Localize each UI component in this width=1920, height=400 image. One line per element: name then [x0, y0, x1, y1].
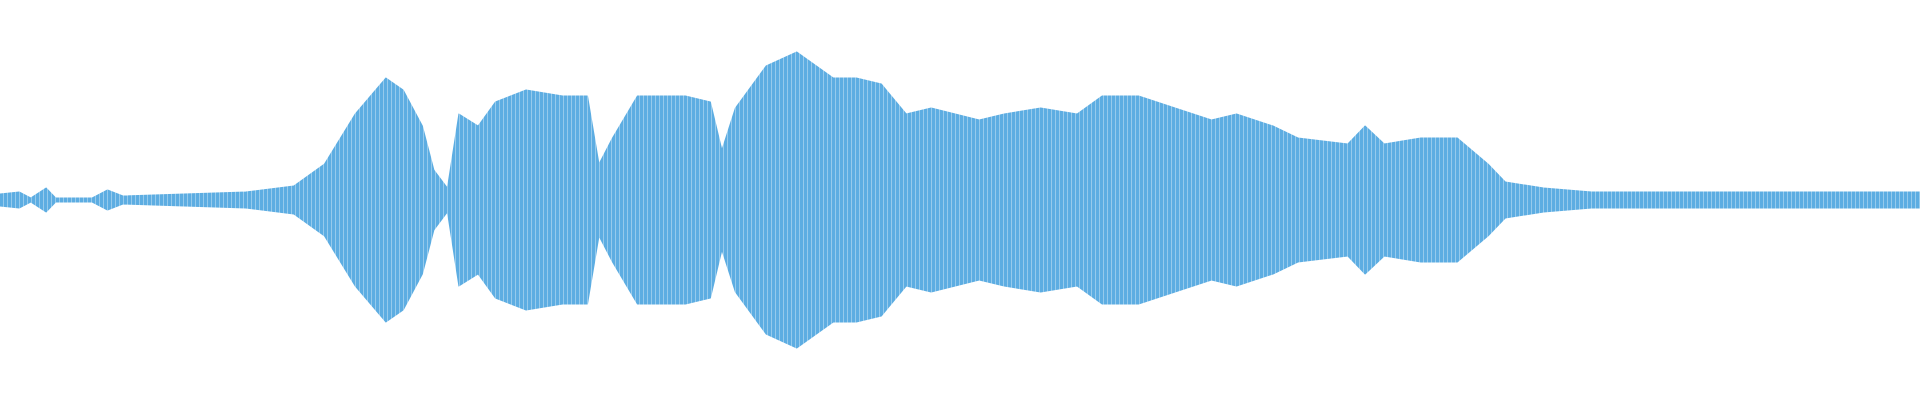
waveform-texture [0, 0, 1920, 400]
waveform-view [0, 0, 1920, 400]
page: (() => { const data = JSON.parse(documen… [0, 0, 1920, 400]
